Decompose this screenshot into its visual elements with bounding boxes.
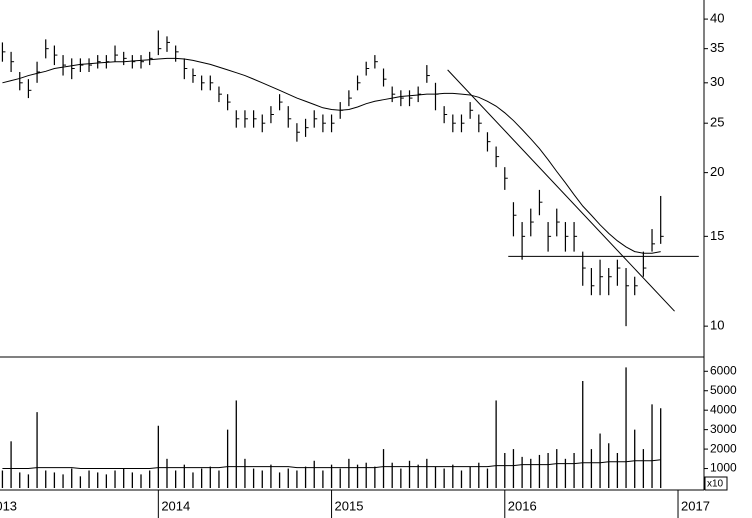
x-tick-label: 2017	[681, 498, 710, 513]
y-tick-label: 20	[710, 164, 724, 179]
y-tick-label: 10	[710, 318, 724, 333]
y-tick-label: 3000	[710, 422, 737, 436]
volume-average	[2, 459, 661, 470]
x-tick-label: 2013	[0, 498, 17, 513]
x-tick-label: 2014	[161, 498, 190, 513]
y-tick-label: 6000	[710, 363, 737, 377]
y-tick-label: 35	[710, 40, 724, 55]
moving-average	[2, 57, 661, 254]
x-tick-label: 2015	[335, 498, 364, 513]
y-tick-label: 4000	[710, 402, 737, 416]
y-tick-label: 1000	[710, 461, 737, 475]
y-tick-label: 25	[710, 115, 724, 130]
y-tick-label: 30	[710, 74, 724, 89]
volume-multiplier: x10	[707, 479, 724, 490]
y-tick-label: 5000	[710, 383, 737, 397]
y-tick-label: 40	[710, 11, 724, 26]
trend-line	[447, 69, 675, 312]
x-tick-label: 2016	[508, 498, 537, 513]
y-tick-label: 2000	[710, 441, 737, 455]
y-tick-label: 15	[710, 228, 724, 243]
multiplier-box	[704, 476, 728, 491]
